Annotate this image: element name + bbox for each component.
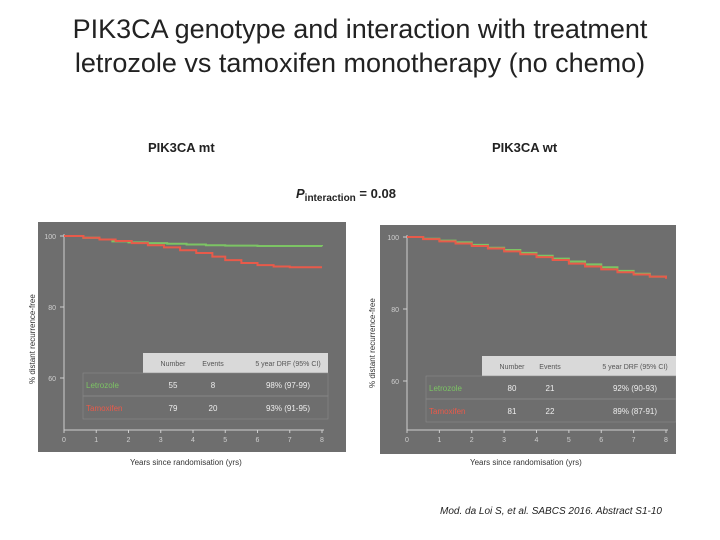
y-axis-label-wt: % distant recurrence-free: [368, 298, 377, 388]
table-arm-tamoxifen: Tamoxifen: [86, 404, 122, 413]
table-header-bg: [143, 353, 328, 373]
km-curve-tamoxifen: [407, 236, 667, 279]
table-cell-drf: 98% (97-99): [266, 381, 310, 390]
plot-background: [380, 225, 676, 454]
table-arm-letrozole: Letrozole: [86, 381, 119, 390]
p-subscript: interaction: [304, 193, 356, 204]
table-header-drf: 5 year DRF (95% CI): [602, 364, 667, 371]
table-cell-drf: 93% (91-95): [266, 404, 310, 413]
p-label: P: [296, 186, 305, 201]
x-tick-label: 3: [502, 437, 506, 444]
x-tick-label: 7: [288, 437, 292, 444]
interaction-p-value: Pinteraction = 0.08: [296, 186, 396, 204]
table-header-events: Events: [539, 364, 561, 371]
panel-title-wt: PIK3CA wt: [492, 140, 558, 155]
y-tick-label: 60: [391, 379, 399, 386]
slide-title: PIK3CA genotype and interaction with tre…: [0, 12, 720, 80]
table-cell-number: 81: [508, 407, 517, 416]
km-plot-wt: 100 80 60 0 1 2 3 4 5 6 7 8 Number Events 5 year DRF (…: [380, 225, 676, 454]
x-tick-label: 8: [664, 437, 668, 444]
x-tick-label: 0: [62, 437, 66, 444]
table-header-bg: [482, 356, 676, 376]
table-header-events: Events: [202, 361, 224, 368]
x-tick-label: 1: [437, 437, 441, 444]
table-cell-events: 20: [209, 404, 218, 413]
x-tick-label: 0: [405, 437, 409, 444]
p-value: = 0.08: [359, 186, 396, 201]
y-tick-label: 60: [48, 376, 56, 383]
slide-title-line-2: letrozole vs tamoxifen monotherapy (no c…: [74, 48, 646, 78]
y-tick-label: 100: [387, 235, 399, 242]
x-tick-label: 5: [223, 437, 227, 444]
x-tick-label: 4: [535, 437, 539, 444]
table-cell-number: 80: [508, 384, 517, 393]
plot-background: [38, 222, 346, 452]
table-row-box: [82, 395, 329, 420]
table-arm-letrozole: Letrozole: [429, 384, 462, 393]
x-tick-label: 4: [191, 437, 195, 444]
panel-title-mt: PIK3CA mt: [148, 140, 215, 155]
table-cell-number: 55: [169, 381, 178, 390]
table-cell-events: 8: [211, 381, 216, 390]
x-tick-label: 6: [599, 437, 603, 444]
x-axis-label-mt: Years since randomisation (yrs): [130, 458, 242, 467]
x-tick-label: 1: [94, 437, 98, 444]
citation: Mod. da Loi S, et al. SABCS 2016. Abstra…: [440, 506, 662, 517]
table-arm-tamoxifen: Tamoxifen: [429, 407, 465, 416]
x-tick-label: 5: [567, 437, 571, 444]
table-cell-drf: 92% (90-93): [613, 384, 657, 393]
table-row-box: [425, 398, 676, 423]
y-axis-label-mt: % distant recurrence-free: [28, 294, 37, 384]
km-curve-tamoxifen: [64, 235, 322, 269]
x-axis-label-wt: Years since randomisation (yrs): [470, 458, 582, 467]
table-header-drf: 5 year DRF (95% CI): [255, 361, 320, 368]
x-tick-label: 3: [159, 437, 163, 444]
slide-title-line-1: PIK3CA genotype and interaction with tre…: [72, 14, 648, 44]
km-plot-mt: 100 80 60 0 1 2 3 4 5 6 7 8 Number Events 5 year DRF (…: [38, 222, 346, 452]
table-cell-events: 22: [546, 407, 555, 416]
table-cell-number: 79: [169, 404, 178, 413]
x-tick-label: 7: [632, 437, 636, 444]
table-header-number: Number: [161, 361, 187, 368]
y-tick-label: 80: [48, 305, 56, 312]
x-tick-label: 6: [256, 437, 260, 444]
y-tick-label: 80: [391, 307, 399, 314]
table-header-number: Number: [500, 364, 526, 371]
x-tick-label: 8: [320, 437, 324, 444]
table-cell-drf: 89% (87-91): [613, 407, 657, 416]
x-tick-label: 2: [127, 437, 131, 444]
y-tick-label: 100: [44, 234, 56, 241]
table-cell-events: 21: [546, 384, 555, 393]
x-tick-label: 2: [470, 437, 474, 444]
